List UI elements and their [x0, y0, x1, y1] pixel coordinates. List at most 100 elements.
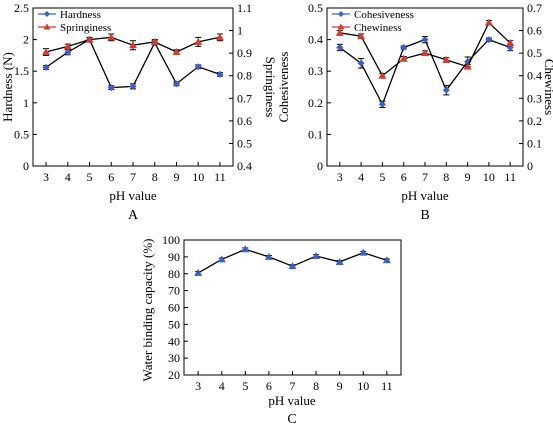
left-y-axis-label: Cohesiveness [276, 52, 291, 123]
x-tick-label: 7 [422, 170, 428, 184]
x-ticks: 3 4 5 6 7 8 9 10 11 [43, 162, 226, 184]
plot-frame [183, 239, 402, 376]
y-tick-label: 0.2 [308, 96, 323, 110]
panel-label: B [420, 208, 429, 223]
y-tick-label: 70 [168, 284, 180, 298]
x-tick-label: 8 [313, 379, 319, 393]
data-point [484, 18, 493, 26]
x-tick-label: 11 [504, 170, 516, 184]
x-tick-label: 7 [130, 170, 136, 184]
panel-a: 0 0.5 1 1.5 2 2.5 0.4 0.5 0.6 0.7 0.8 0.9 1 1.1 3 4 5 6… [0, 1, 278, 223]
series-line-wbc [197, 248, 388, 274]
x-tick-label: 4 [65, 170, 71, 184]
x-ticks: 3 4 5 6 7 8 9 10 11 [195, 371, 393, 393]
left-y-ticks: 20 30 40 50 60 70 80 90 100 [162, 233, 188, 382]
y-right-tick-label: 0.9 [237, 46, 252, 60]
x-tick-label: 6 [401, 170, 407, 184]
data-point [215, 33, 224, 41]
left-y-ticks: 0 0.1 0.2 0.3 0.4 0.5 [308, 1, 331, 173]
x-tick-label: 8 [443, 170, 449, 184]
y-tick-label: 0 [23, 159, 29, 173]
data-point [421, 36, 429, 44]
y-right-tick-label: 1 [237, 24, 243, 38]
y-right-tick-label: 0.4 [237, 159, 252, 173]
y-tick-label: 100 [162, 233, 180, 247]
left-y-ticks: 0 0.5 1 1.5 2 2.5 [14, 1, 37, 173]
data-point [64, 48, 72, 56]
data-point [63, 42, 72, 50]
data-point [129, 41, 137, 49]
diamond-marker-icon [338, 11, 344, 17]
data-point [506, 38, 515, 46]
x-tick-label: 3 [195, 379, 201, 393]
legend: Hardness Springiness [38, 9, 111, 34]
data-point [241, 245, 250, 253]
data-point [172, 48, 181, 56]
y-tick-label: 50 [168, 317, 180, 331]
y-tick-label: 60 [168, 301, 180, 315]
data-point [172, 80, 180, 88]
y-tick-label: 0.5 [308, 1, 323, 15]
x-axis-label: pH value [268, 393, 316, 408]
data-point [463, 62, 472, 70]
data-point [129, 82, 137, 90]
series-layer [194, 245, 391, 276]
panel-label: A [128, 208, 139, 223]
panel-b: 00.10.20.30.40.5 00.10.20.30.40.50.60.7 … [276, 1, 553, 223]
y-right-tick-label: 0.7 [527, 1, 542, 15]
y-right-tick-label: 0.3 [527, 91, 542, 105]
x-tick-label: 10 [483, 170, 495, 184]
legend-item-springiness: Springiness [38, 22, 111, 34]
y-tick-label: 2 [23, 33, 29, 47]
y-right-tick-label: 0.7 [237, 91, 252, 105]
x-tick-label: 11 [381, 379, 393, 393]
data-point [194, 63, 202, 71]
y-right-tick-label: 0.4 [527, 69, 542, 83]
right-y-ticks: 0.4 0.5 0.6 0.7 0.8 0.9 1 1.1 [229, 1, 252, 173]
data-point [194, 268, 203, 276]
x-tick-label: 9 [465, 170, 471, 184]
y-tick-label: 0.4 [308, 33, 323, 47]
data-point [288, 262, 297, 270]
data-point [442, 86, 450, 94]
data-point [107, 33, 116, 41]
legend-item-chewiness: Chewiness [332, 22, 402, 34]
diamond-marker-icon [44, 11, 50, 17]
y-right-tick-label: 0.1 [527, 136, 542, 150]
data-point [335, 28, 344, 36]
data-point [378, 100, 386, 108]
data-point [264, 252, 273, 260]
x-tick-label: 5 [87, 170, 93, 184]
triangle-marker-icon [337, 23, 345, 30]
y-tick-label: 0.1 [308, 127, 323, 141]
data-point [357, 59, 365, 67]
right-y-axis-label: Springiness [263, 57, 278, 118]
left-y-axis-label: Hardness (N) [0, 52, 15, 122]
x-tick-label: 10 [357, 379, 369, 393]
data-point [335, 257, 344, 265]
x-tick-label: 3 [43, 170, 49, 184]
y-tick-label: 0.3 [308, 64, 323, 78]
y-right-tick-label: 0.5 [527, 46, 542, 60]
data-point [442, 55, 451, 63]
x-ticks: 3 4 5 6 7 8 9 10 11 [337, 162, 516, 184]
x-axis-label: pH value [109, 188, 157, 203]
data-point [312, 252, 321, 260]
data-point [194, 37, 203, 45]
right-y-axis-label: Chewiness [542, 59, 553, 115]
x-tick-label: 5 [242, 379, 248, 393]
data-point [85, 35, 94, 43]
data-point [400, 44, 408, 51]
x-axis-label: pH value [401, 188, 449, 203]
data-point [485, 36, 493, 44]
y-right-tick-label: 0.5 [237, 136, 252, 150]
y-right-tick-label: 0 [527, 159, 533, 173]
series-layer [42, 33, 224, 92]
y-right-tick-label: 0.6 [237, 114, 252, 128]
y-right-tick-label: 1.1 [237, 1, 252, 15]
data-point [382, 256, 391, 264]
legend-label: Springiness [60, 22, 111, 34]
y-tick-label: 1 [23, 96, 29, 110]
legend-label: Cohesiveness [354, 9, 414, 21]
